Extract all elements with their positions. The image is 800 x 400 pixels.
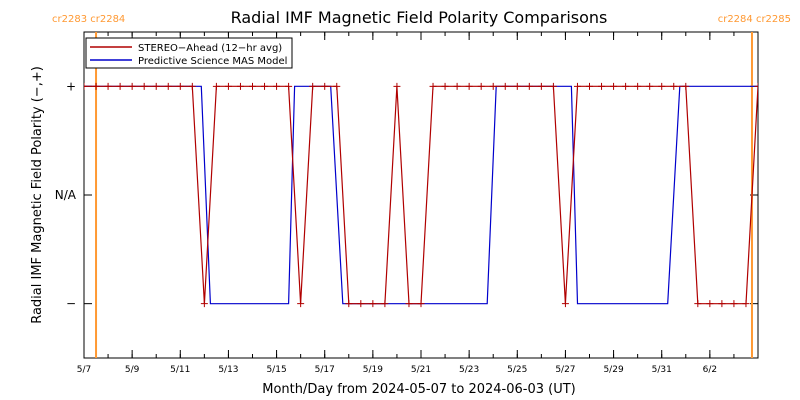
x-tick-label: 5/27 xyxy=(555,365,575,375)
stereo-point xyxy=(212,82,220,90)
stereo-point xyxy=(417,300,425,308)
legend-label-mas: Predictive Science MAS Model xyxy=(138,56,287,67)
x-axis-label: Month/Day from 2024-05-07 to 2024-06-03 … xyxy=(262,382,575,397)
x-tick-label: 5/23 xyxy=(459,365,479,375)
series-stereo-group xyxy=(84,82,758,308)
x-tick-label: 5/25 xyxy=(507,365,527,375)
stereo-point xyxy=(670,82,678,90)
stereo-point xyxy=(561,300,569,308)
stereo-point xyxy=(513,82,521,90)
stereo-point xyxy=(598,82,606,90)
stereo-point xyxy=(429,82,437,90)
stereo-point xyxy=(357,300,365,308)
stereo-point xyxy=(465,82,473,90)
series-mas-group xyxy=(84,85,758,305)
stereo-point xyxy=(610,82,618,90)
legend-label-stereo: STEREO−Ahead (12−hr avg) xyxy=(138,43,282,54)
stereo-point xyxy=(405,300,413,308)
stereo-point xyxy=(646,82,654,90)
stereo-point xyxy=(345,300,353,308)
series-layer xyxy=(84,82,758,308)
stereo-point xyxy=(658,82,666,90)
stereo-point xyxy=(333,82,341,90)
x-tick-label: 5/31 xyxy=(652,365,672,375)
y-tick-label: N/A xyxy=(55,188,77,202)
stereo-point xyxy=(369,300,377,308)
stereo-point xyxy=(634,82,642,90)
stereo-point xyxy=(754,82,758,90)
stereo-point xyxy=(116,82,124,90)
stereo-point xyxy=(730,300,738,308)
axes-frame xyxy=(83,31,759,359)
stereo-point xyxy=(309,82,317,90)
stereo-point xyxy=(453,82,461,90)
stereo-point xyxy=(128,82,136,90)
x-tick-label: 5/13 xyxy=(218,365,238,375)
stereo-point xyxy=(176,82,184,90)
y-tick-label: + xyxy=(66,79,76,93)
stereo-point xyxy=(188,82,196,90)
stereo-point xyxy=(706,300,714,308)
stereo-point xyxy=(682,82,690,90)
stereo-point xyxy=(573,82,581,90)
stereo-point xyxy=(285,82,293,90)
stereo-point xyxy=(718,300,726,308)
stereo-point xyxy=(549,82,557,90)
stereo-point xyxy=(694,300,702,308)
stereo-point xyxy=(92,82,100,90)
stereo-point xyxy=(140,82,148,90)
stereo-point xyxy=(249,82,256,90)
chart-title: Radial IMF Magnetic Field Polarity Compa… xyxy=(231,8,608,27)
legend: STEREO−Ahead (12−hr avg) Predictive Scie… xyxy=(85,37,293,69)
stereo-point xyxy=(273,82,281,90)
x-tick-label: 6/2 xyxy=(703,365,717,375)
stereo-point xyxy=(104,82,112,90)
stereo-point xyxy=(261,82,269,90)
stereo-point xyxy=(477,82,485,90)
x-tick-label: 5/15 xyxy=(266,365,286,375)
series-stereo-line xyxy=(84,85,758,305)
stereo-point xyxy=(742,300,750,308)
series-mas-line xyxy=(84,85,758,305)
stereo-point xyxy=(525,82,533,90)
stereo-point xyxy=(489,82,497,90)
stereo-point xyxy=(152,82,160,90)
x-tick-label: 5/11 xyxy=(170,365,190,375)
stereo-point xyxy=(441,82,449,90)
x-tick-label: 5/17 xyxy=(315,365,335,375)
x-axis-ticks: 5/7 5/9 5/11 5/13 5/15 5/17 5/19 5/21 5/23 5/25 5/… xyxy=(77,32,759,375)
x-tick-label: 5/21 xyxy=(411,365,431,375)
stereo-point xyxy=(297,300,305,308)
stereo-point xyxy=(236,82,244,90)
stereo-point xyxy=(164,82,172,90)
x-tick-label: 5/7 xyxy=(77,365,91,375)
y-tick-label: − xyxy=(66,297,76,311)
carrington-boundaries xyxy=(95,32,753,358)
stereo-point xyxy=(622,82,630,90)
x-tick-label: 5/29 xyxy=(603,365,623,375)
stereo-point xyxy=(586,82,593,90)
stereo-point xyxy=(224,82,232,90)
stereo-point xyxy=(381,300,389,308)
stereo-point xyxy=(84,82,88,90)
x-tick-label: 5/19 xyxy=(363,365,383,375)
plot-frame xyxy=(83,31,759,359)
y-axis-label: Radial IMF Magnetic Field Polarity (−,+) xyxy=(30,66,45,324)
carrington-left-label: cr2283 cr2284 xyxy=(52,14,125,25)
x-tick-label: 5/9 xyxy=(125,365,140,375)
stereo-point xyxy=(393,82,401,90)
y-axis-ticks: + N/A − xyxy=(55,79,758,311)
stereo-point xyxy=(200,300,208,308)
carrington-right-label: cr2284 cr2285 xyxy=(718,14,791,25)
stereo-point xyxy=(501,82,509,90)
stereo-point xyxy=(537,82,545,90)
stereo-point xyxy=(321,82,329,90)
legend-box xyxy=(85,37,293,69)
